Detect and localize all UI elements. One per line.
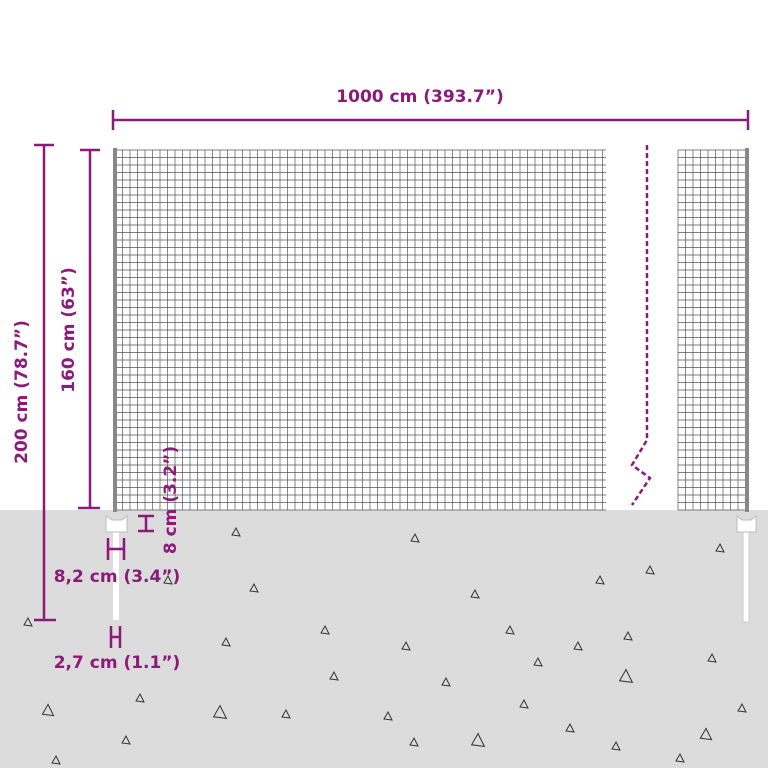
mesh-grid: [114, 149, 606, 511]
stone: [618, 668, 634, 684]
stone: [221, 636, 231, 647]
stone: [470, 588, 480, 599]
total-height-label: 200 cm (78.7”): [12, 320, 32, 464]
stone: [320, 624, 330, 635]
stone: [23, 616, 33, 627]
mesh-panel-end: [677, 149, 748, 511]
stone: [329, 670, 339, 681]
stone: [121, 734, 131, 745]
stone: [737, 702, 747, 713]
stone: [707, 652, 717, 663]
mesh-grid: [677, 149, 748, 511]
stone: [699, 727, 713, 741]
length-label: 1000 cm (393.7”): [336, 87, 503, 107]
post-depth-label: 2,7 cm (1.1”): [54, 653, 181, 673]
stone: [135, 692, 145, 703]
stone: [409, 736, 419, 747]
stone: [249, 582, 259, 593]
h-marker-8-2cm: [106, 538, 126, 560]
stone: [163, 574, 173, 585]
stone: [715, 542, 725, 553]
stone: [470, 732, 486, 748]
stone: [212, 704, 228, 720]
h-marker-8cm: [138, 514, 154, 533]
stone: [645, 564, 655, 575]
stone: [383, 710, 393, 721]
stone: [505, 624, 515, 635]
stone: [675, 752, 685, 763]
stone: [51, 754, 61, 765]
stone: [533, 656, 543, 667]
post-top-label: 8 cm (3.2”): [161, 446, 181, 554]
stone: [281, 708, 291, 719]
stone: [519, 698, 529, 709]
post-right: [736, 148, 757, 623]
ground: [0, 510, 768, 768]
dimension-lines: [34, 110, 750, 648]
break-line: [630, 145, 652, 506]
stone: [441, 676, 451, 687]
mesh-height-label: 160 cm (63”): [59, 267, 79, 392]
post-left: [105, 148, 128, 620]
stone: [573, 640, 583, 651]
stone: [410, 532, 420, 543]
post-width-label: 8,2 cm (3.4”): [54, 567, 181, 587]
stone: [595, 574, 605, 585]
stone: [611, 740, 621, 751]
stone: [565, 722, 575, 733]
ground-stones: [23, 526, 747, 765]
mesh-panel-main: [114, 149, 606, 511]
stone: [41, 703, 55, 717]
stone: [401, 640, 411, 651]
stone: [623, 630, 633, 641]
h-marker-2-7cm: [109, 626, 122, 648]
stone: [231, 526, 241, 537]
